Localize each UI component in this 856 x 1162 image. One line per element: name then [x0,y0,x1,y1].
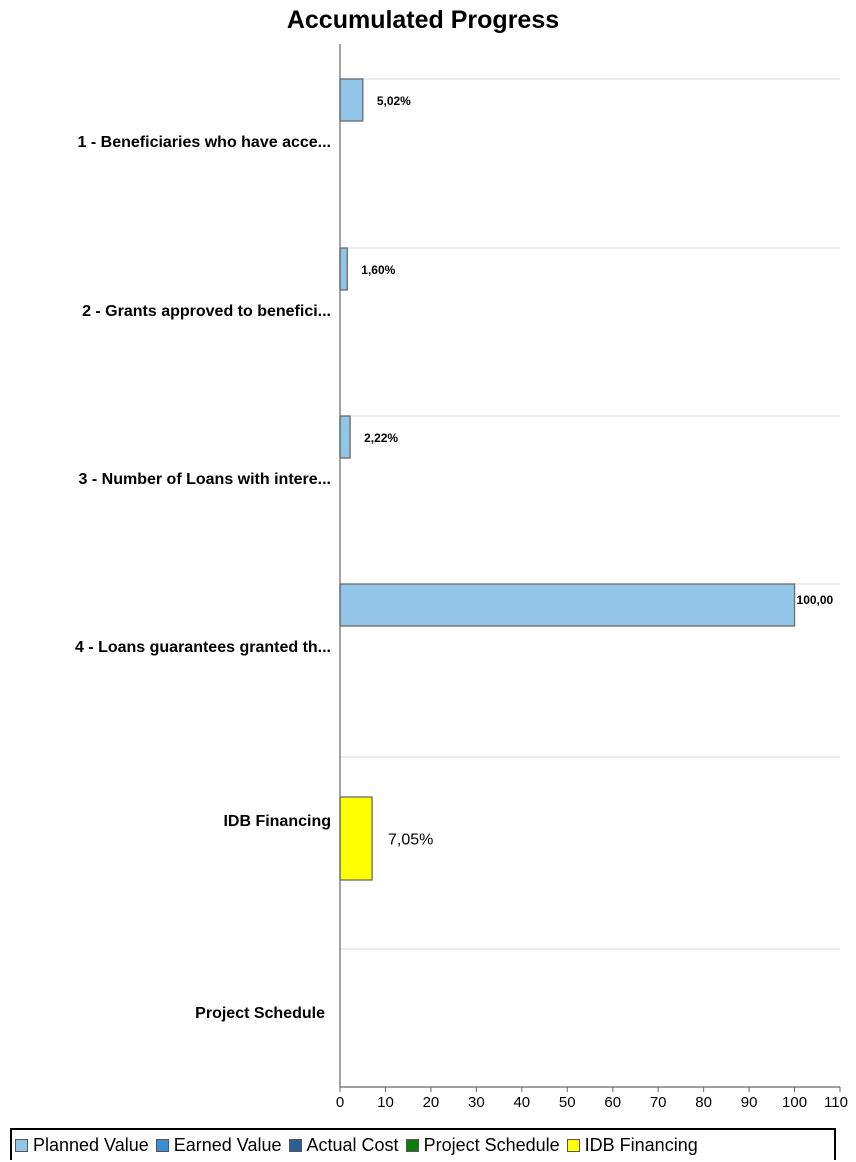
grid-layer [340,78,840,950]
x-tick-label: 40 [513,1094,530,1111]
data-label: 100,00 [797,593,834,607]
bar [339,247,348,291]
legend-swatch [405,1138,419,1152]
chart-title: Accumulated Progress [286,6,560,34]
data-label: 2,22% [364,431,398,445]
bar [339,415,351,459]
category-label: Project Schedule [195,1005,325,1022]
x-tick-label: 90 [741,1094,758,1111]
bar [339,583,796,627]
legend-label: IDB Financing [584,1134,698,1155]
x-tick-label: 80 [695,1094,712,1111]
category-label: 2 - Grants approved to benefici... [82,303,331,320]
legend-label: Earned Value [173,1134,282,1155]
x-tick-label: 110 [824,1094,848,1111]
x-tick-label: 30 [468,1094,485,1111]
legend-swatch [566,1138,580,1152]
bar-layer [339,78,796,881]
axis-layer: 0 10 20 30 40 50 60 70 80 90 100 110 [336,44,848,1111]
x-tick-label: 50 [559,1094,576,1111]
x-tick-label: 100 [782,1094,807,1111]
x-tick-label: 20 [423,1094,440,1111]
category-label-layer: 1 - Beneficiaries who have acce... 2 - Gr… [75,134,331,1022]
legend: Planned Value Earned Value Actual Cost Proj… [10,1128,836,1160]
bar [339,78,364,122]
data-label: 1,60% [361,263,395,277]
x-tick-label: 0 [336,1094,344,1111]
category-label: IDB Financing [223,813,331,830]
legend-item: Planned Value [15,1135,149,1156]
legend-item: Earned Value [155,1134,282,1156]
legend-item: Project Schedule [405,1134,560,1156]
legend-label: Actual Cost [306,1134,399,1155]
category-label: 1 - Beneficiaries who have acce... [78,134,331,151]
legend-label: Project Schedule [423,1134,560,1155]
bar [339,796,373,881]
x-tick-label: 10 [377,1094,394,1111]
data-label: 5,02% [377,94,411,108]
data-label-layer: 5,02% 1,60% 2,22% 100,00 7,05% [361,94,833,849]
legend-item: Actual Cost [288,1134,399,1156]
legend-swatch [288,1138,302,1152]
legend-swatch [155,1138,169,1152]
legend-label: Planned Value [33,1134,149,1155]
category-label: 4 - Loans guarantees granted th... [75,639,331,656]
legend-swatch [15,1138,28,1152]
legend-item: IDB Financing [566,1134,698,1156]
data-label: 7,05% [388,832,433,849]
category-label: 3 - Number of Loans with intere... [79,471,331,488]
x-tick-label: 60 [604,1094,621,1111]
x-tick-label: 70 [650,1094,667,1111]
